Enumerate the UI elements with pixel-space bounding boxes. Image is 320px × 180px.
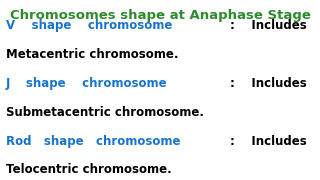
- Text: Submetacentric chromosome.: Submetacentric chromosome.: [6, 106, 204, 119]
- Text: :    Includes: : Includes: [230, 77, 307, 90]
- Text: Rod   shape   chromosome: Rod shape chromosome: [6, 135, 180, 148]
- Text: V    shape    chromosome: V shape chromosome: [6, 19, 172, 32]
- Text: J    shape    chromosome: J shape chromosome: [6, 77, 167, 90]
- Text: Metacentric chromosome.: Metacentric chromosome.: [6, 48, 178, 61]
- Text: :    Includes: : Includes: [230, 19, 307, 32]
- Text: Chromosomes shape at Anaphase Stage: Chromosomes shape at Anaphase Stage: [10, 9, 310, 22]
- Text: :    Includes: : Includes: [230, 135, 307, 148]
- Text: Telocentric chromosome.: Telocentric chromosome.: [6, 163, 172, 176]
